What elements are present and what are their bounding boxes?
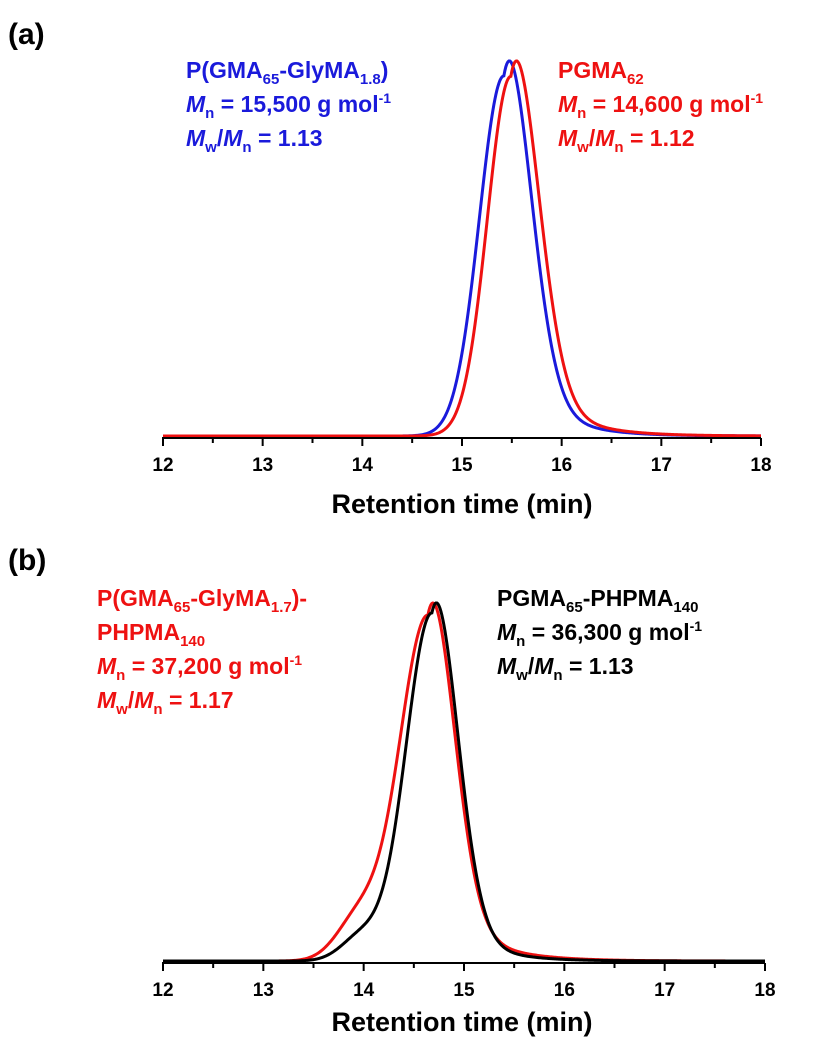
panel-b-x-ticks: 12 13 14 15 16 17 18	[152, 963, 776, 1001]
x-tick-label: 14	[353, 980, 375, 1001]
x-tick-label: 18	[754, 980, 775, 1001]
x-tick-label: 13	[253, 980, 274, 1001]
panel-a-label: (a)	[8, 18, 45, 51]
series-line	[163, 59, 762, 438]
series-line	[163, 601, 765, 963]
panel-b-annotation-red: P(GMA65-GlyMA1.7)-PHPMA140 Mn = 37,200 g …	[97, 585, 307, 718]
x-tick-label: 12	[152, 980, 173, 1001]
x-tick-label: 17	[654, 980, 675, 1001]
panel-b-curves	[163, 601, 765, 963]
x-tick-label: 18	[750, 455, 771, 476]
panel-b-annotation-black: PGMA65-PHPMA140 Mn = 36,300 g mol-1 Mw/Mn …	[497, 585, 702, 684]
series-line	[163, 59, 761, 438]
x-tick-label: 13	[252, 455, 273, 476]
panel-b-label: (b)	[8, 544, 46, 577]
panel-a-curves	[163, 59, 762, 438]
panel-b-x-axis-title: Retention time (min)	[332, 1007, 593, 1037]
panel-a-annotation-red: PGMA62 Mn = 14,600 g mol-1 Mw/Mn = 1.12	[558, 57, 763, 156]
panel-a-x-ticks: 12 13 14 15 16 17 18	[152, 438, 772, 476]
x-tick-label: 16	[551, 455, 572, 476]
panel-a-chart: (a) 12 13 14 15 16 17 18 Retention time (min) …	[8, 18, 772, 519]
panel-a-x-axis-title: Retention time (min)	[332, 489, 593, 519]
panel-a-annotation-blue: P(GMA65-GlyMA1.8) Mn = 15,500 g mol-1 Mw/M…	[186, 57, 391, 156]
x-tick-label: 15	[451, 455, 473, 476]
panel-b-chart: (b) 12 13 14 15 16 17 18 Retention time (min) …	[8, 544, 776, 1037]
x-tick-label: 15	[453, 980, 475, 1001]
x-tick-label: 16	[554, 980, 575, 1001]
x-tick-label: 17	[651, 455, 672, 476]
x-tick-label: 12	[152, 455, 173, 476]
x-tick-label: 14	[352, 455, 374, 476]
